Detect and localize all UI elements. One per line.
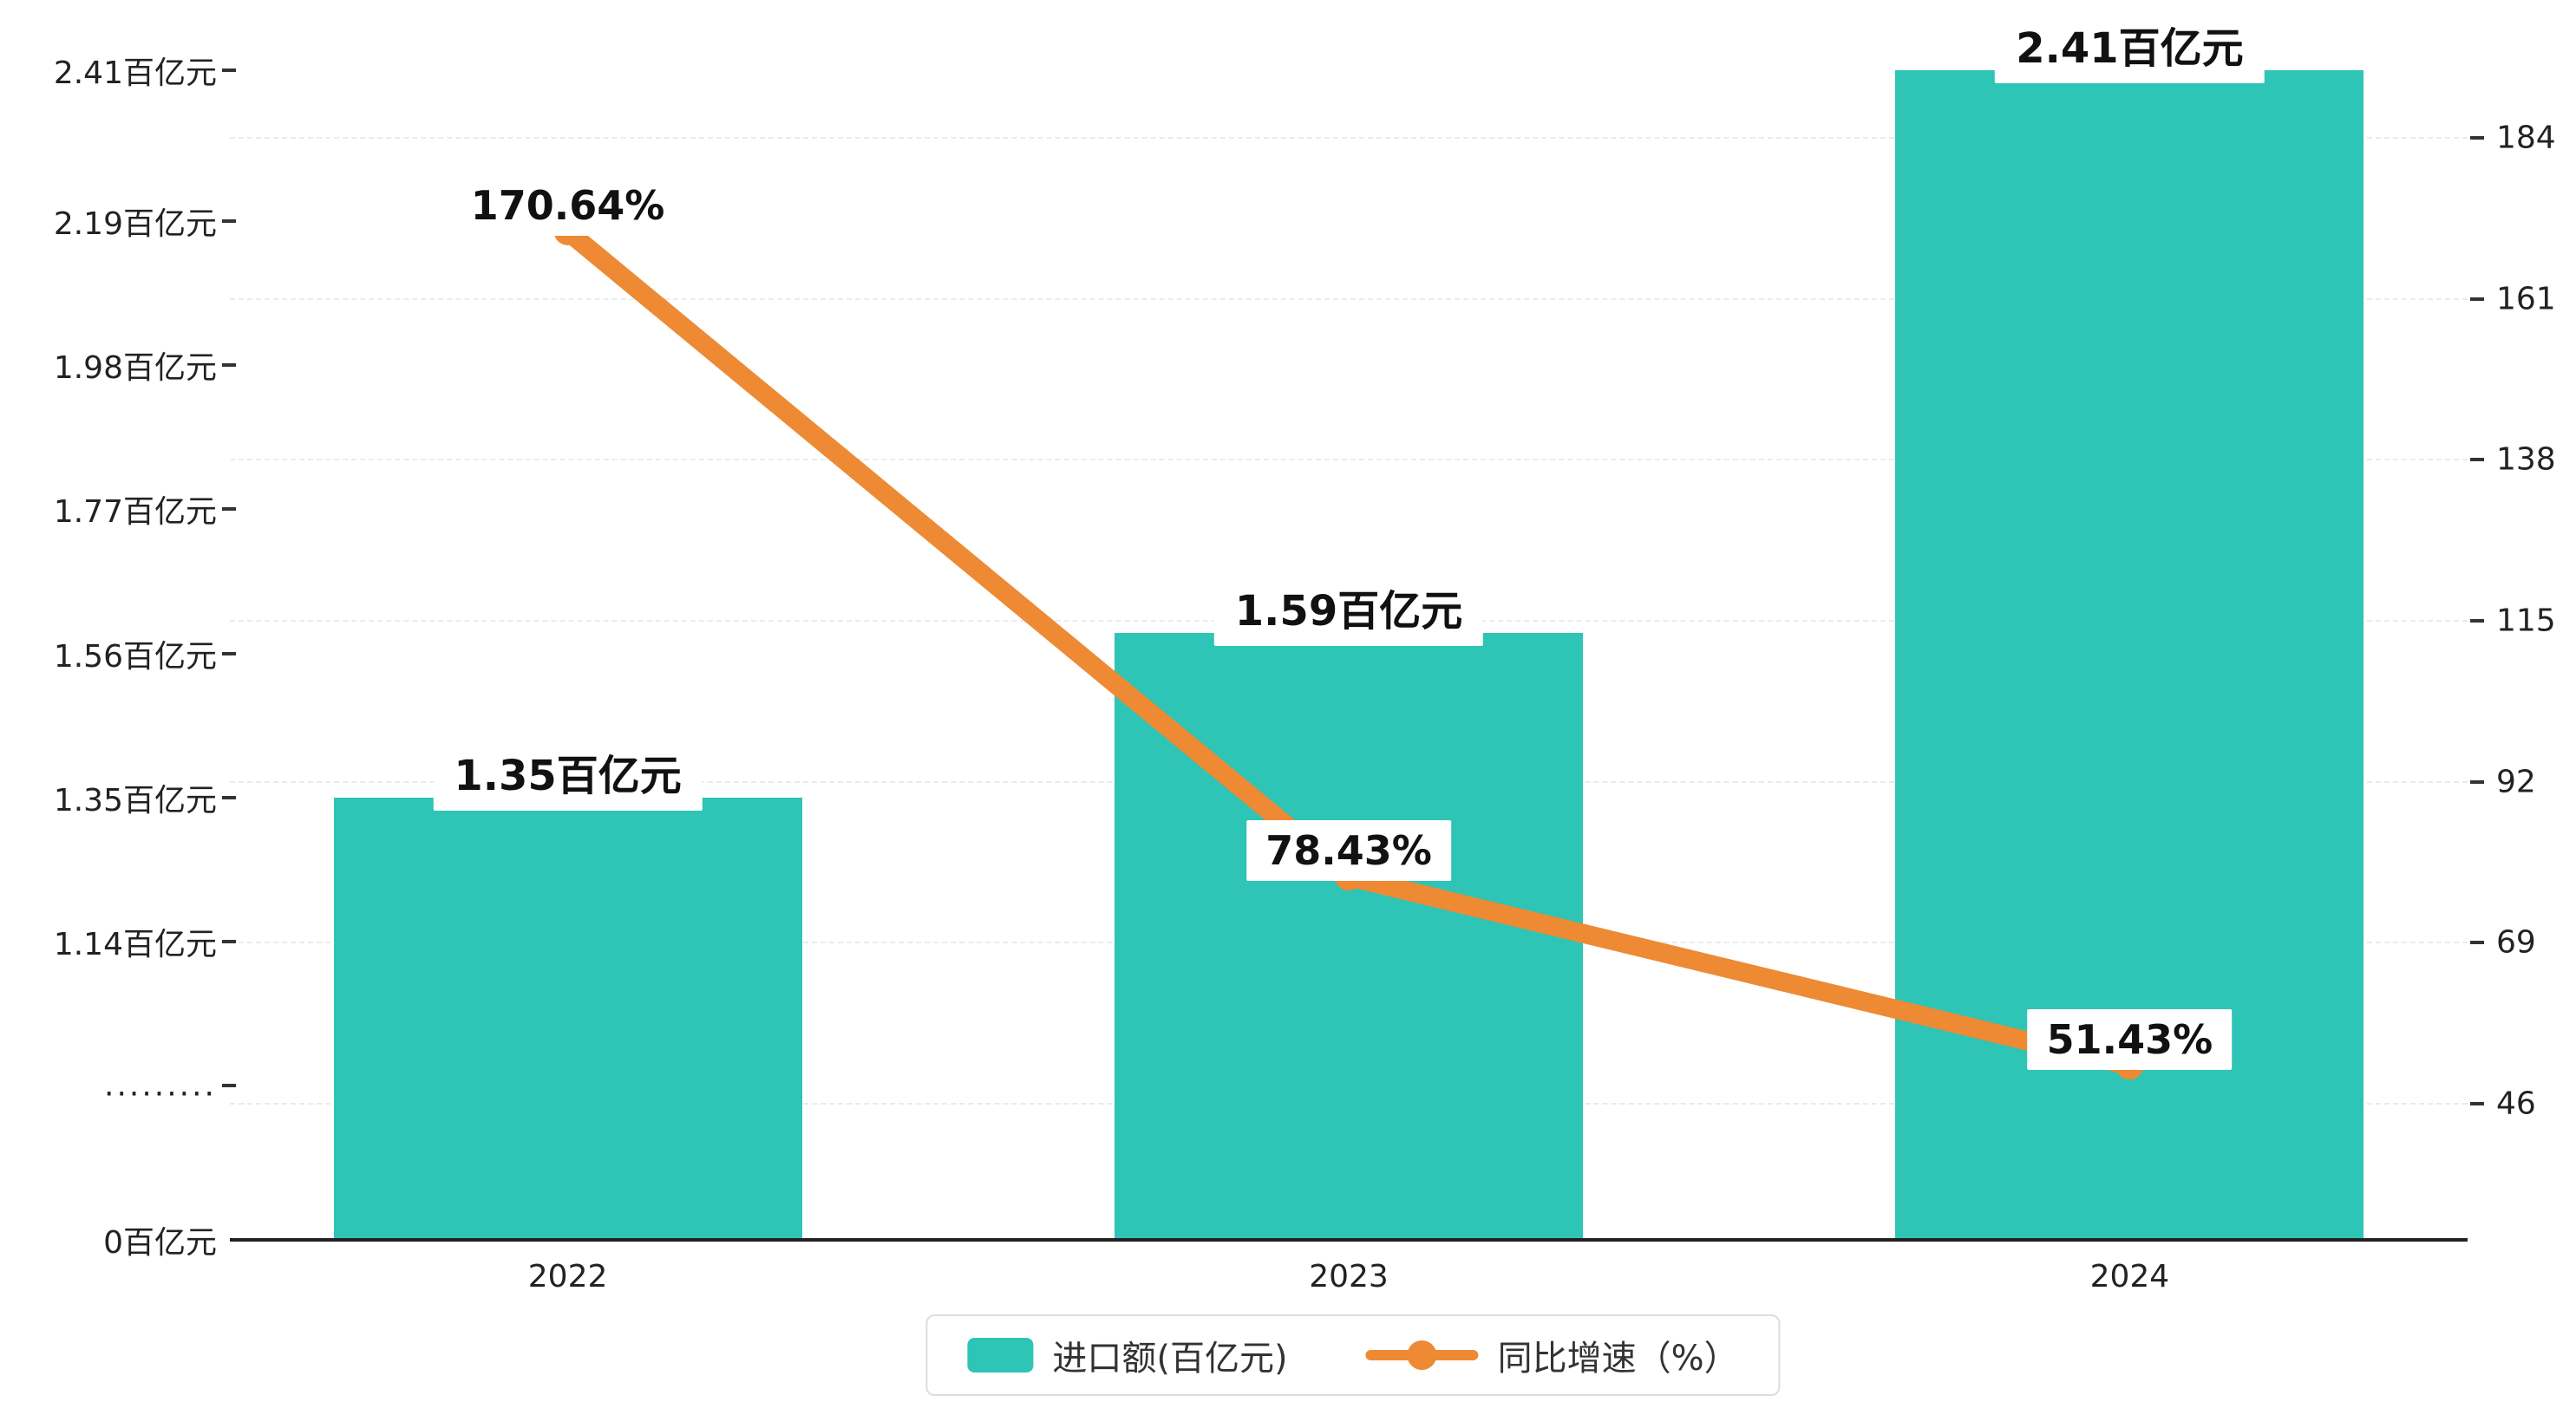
- left-axis-tick-mark: [222, 68, 236, 72]
- right-axis-tick-label: 138: [2496, 441, 2556, 478]
- left-axis-tick-label: 2.41百亿元: [53, 55, 217, 91]
- left-axis-tick-mark: [222, 1084, 236, 1087]
- left-axis-tick-label: 1.98百亿元: [53, 350, 217, 387]
- legend-label-imports: 进口额(百亿元): [1052, 1339, 1288, 1379]
- bar-value-label: 1.59百亿元: [1213, 567, 1484, 646]
- growth-value-label: 170.64%: [451, 174, 684, 236]
- left-axis-tick-label: 1.14百亿元: [53, 927, 217, 962]
- growth-value-label: 78.43%: [1246, 820, 1451, 882]
- left-axis-tick-mark: [222, 219, 236, 224]
- bar-legend-swatch: [967, 1338, 1034, 1373]
- left-axis-tick-label: .........: [104, 1067, 217, 1104]
- legend: 进口额(百亿元) 同比增速（%）: [925, 1314, 1781, 1396]
- right-axis-tick-mark: [2470, 297, 2484, 301]
- x-axis-line: [230, 1238, 2468, 1242]
- right-axis-tick-label: 69: [2496, 924, 2536, 961]
- legend-label-growth: 同比增速（%）: [1497, 1339, 1739, 1379]
- legend-item-imports[interactable]: 进口额(百亿元): [967, 1330, 1288, 1380]
- left-axis-tick-mark: [222, 795, 236, 799]
- right-axis-tick-mark: [2470, 779, 2484, 784]
- right-axis-tick-label: 115: [2496, 603, 2556, 639]
- x-axis-label: 2023: [1309, 1259, 1389, 1294]
- left-axis-tick-mark: [222, 651, 236, 655]
- right-axis-tick-mark: [2470, 458, 2484, 462]
- right-axis-tick-label: 46: [2496, 1086, 2536, 1122]
- line-legend-dot-icon: [1407, 1340, 1437, 1370]
- line-legend-swatch: [1365, 1336, 1479, 1374]
- growth-value-label: 51.43%: [2027, 1009, 2233, 1071]
- bar-2023[interactable]: [1115, 632, 1583, 1240]
- left-axis-tick-label: 1.77百亿元: [53, 494, 217, 531]
- bar-value-label: 2.41百亿元: [1995, 5, 2265, 83]
- right-axis-tick-label: 184: [2496, 120, 2556, 156]
- left-axis-tick-label: 2.19百亿元: [53, 206, 217, 243]
- left-axis-tick-label: 1.35百亿元: [53, 782, 217, 818]
- right-axis-tick-mark: [2470, 136, 2484, 140]
- right-axis-tick-label: 161: [2496, 281, 2556, 317]
- right-axis-tick-label: 92: [2496, 764, 2536, 800]
- left-axis-tick-label: 1.56百亿元: [53, 638, 217, 675]
- x-axis-label: 2024: [2089, 1259, 2170, 1294]
- left-axis-tick-mark: [222, 507, 236, 512]
- x-axis-label: 2022: [527, 1259, 608, 1294]
- right-axis-tick-mark: [2470, 1102, 2484, 1105]
- left-axis-tick-label: 0百亿元: [103, 1225, 217, 1261]
- left-axis-tick-mark: [222, 940, 236, 943]
- right-axis-tick-mark: [2470, 941, 2484, 945]
- right-axis-tick-mark: [2470, 619, 2484, 623]
- left-axis-tick-mark: [222, 363, 236, 368]
- legend-item-growth[interactable]: 同比增速（%）: [1365, 1330, 1739, 1380]
- bar-value-label: 1.35百亿元: [433, 732, 703, 811]
- bar-2022[interactable]: [333, 797, 802, 1240]
- grid-line: [230, 137, 2468, 139]
